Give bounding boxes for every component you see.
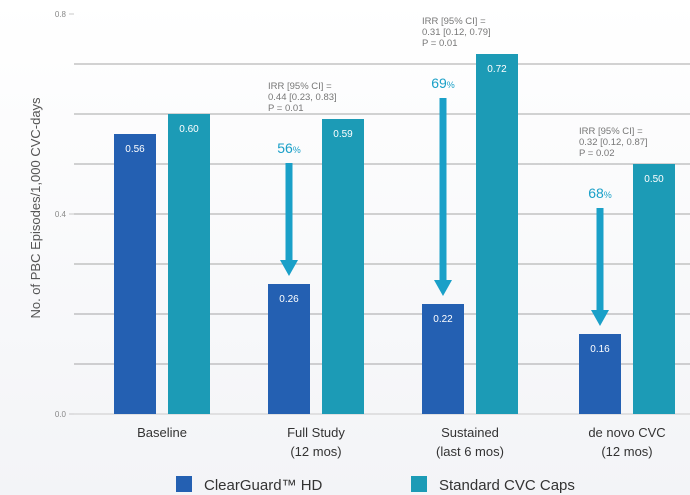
reduction-percent-label: 68% xyxy=(588,185,612,201)
bar-value-label: 0.60 xyxy=(179,124,199,135)
bar xyxy=(268,284,310,414)
bar-value-label: 0.50 xyxy=(644,174,664,185)
x-axis-categories: Baseline Full Study (12 mos) Sustained (last… xyxy=(137,425,666,459)
bar xyxy=(579,334,621,414)
reduction-percent-label: 69% xyxy=(431,75,455,91)
y-tick-label: 0.8 xyxy=(55,10,67,19)
category-sublabel: (12 mos) xyxy=(601,444,652,459)
bars: 0.56 0.26 0.22 0.16 0.60 0.59 0.72 0.50 xyxy=(114,54,675,414)
bar xyxy=(322,119,364,414)
category-sublabel: (last 6 mos) xyxy=(436,444,504,459)
bar xyxy=(168,114,210,414)
irr-annotation-line: P = 0.01 xyxy=(422,38,457,49)
y-axis-label: No. of PBC Episodes/1,000 CVC-days xyxy=(28,97,43,319)
legend-label: Standard CVC Caps xyxy=(439,477,575,494)
category-label: de novo CVC xyxy=(588,425,665,440)
bar-value-label: 0.26 xyxy=(279,294,299,305)
irr-annotation-line: P = 0.01 xyxy=(268,103,303,114)
irr-annotation-line: 0.31 [0.12, 0.79] xyxy=(422,27,491,38)
bar-value-label: 0.72 xyxy=(487,64,507,75)
reduction-percent-label: 56% xyxy=(277,140,301,156)
down-arrow-head xyxy=(280,260,298,276)
down-arrow-head xyxy=(591,310,609,326)
legend-swatch xyxy=(176,476,192,492)
y-axis-ticks: 0.0 0.4 0.8 xyxy=(55,10,74,419)
irr-annotation-line: 0.32 [0.12, 0.87] xyxy=(579,137,648,148)
down-arrow-head xyxy=(434,280,452,296)
bar-value-label: 0.56 xyxy=(125,144,145,155)
category-sublabel: (12 mos) xyxy=(290,444,341,459)
category-label: Full Study xyxy=(287,425,345,440)
bar-value-label: 0.22 xyxy=(433,314,453,325)
bar xyxy=(422,304,464,414)
legend-swatch xyxy=(411,476,427,492)
bar-value-label: 0.16 xyxy=(590,344,610,355)
irr-annotation-line: IRR [95% CI] = xyxy=(268,81,332,92)
y-tick-label: 0.4 xyxy=(55,210,67,219)
bar-value-label: 0.59 xyxy=(333,129,353,140)
irr-annotation-line: IRR [95% CI] = xyxy=(579,126,643,137)
annotations: IRR [95% CI] =0.44 [0.23, 0.83]P = 0.015… xyxy=(268,16,648,326)
irr-annotation-line: IRR [95% CI] = xyxy=(422,16,486,27)
irr-annotation-line: P = 0.02 xyxy=(579,148,614,159)
category-label: Baseline xyxy=(137,425,187,440)
irr-annotation-line: 0.44 [0.23, 0.83] xyxy=(268,92,337,103)
legend: ClearGuard™ HD Standard CVC Caps xyxy=(176,476,575,494)
bar xyxy=(633,164,675,414)
bar xyxy=(476,54,518,414)
category-label: Sustained xyxy=(441,425,499,440)
bar xyxy=(114,134,156,414)
legend-label: ClearGuard™ HD xyxy=(204,477,323,494)
y-tick-label: 0.0 xyxy=(55,410,67,419)
